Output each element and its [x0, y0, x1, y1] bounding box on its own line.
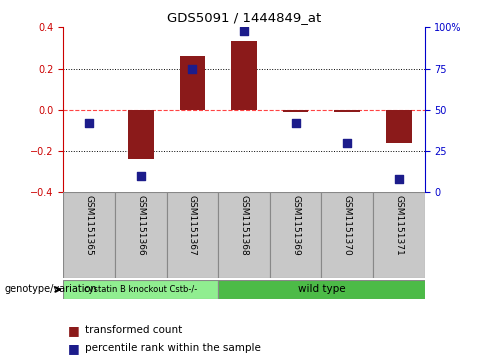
Text: GDS5091 / 1444849_at: GDS5091 / 1444849_at	[167, 11, 321, 24]
Bar	[180, 56, 205, 110]
Point	[188, 66, 196, 72]
Bar	[283, 110, 308, 112]
Text: GSM1151366: GSM1151366	[136, 195, 145, 256]
Text: ■: ■	[68, 324, 80, 337]
Point	[85, 120, 93, 126]
Text: GSM1151371: GSM1151371	[394, 195, 403, 256]
Text: wild type: wild type	[298, 285, 345, 294]
Bar	[218, 192, 270, 278]
Text: GSM1151370: GSM1151370	[343, 195, 352, 256]
Point	[395, 176, 403, 182]
Bar	[166, 192, 218, 278]
Text: GSM1151367: GSM1151367	[188, 195, 197, 256]
Point	[292, 120, 300, 126]
Text: GSM1151365: GSM1151365	[85, 195, 94, 256]
Bar	[218, 280, 425, 299]
Bar	[63, 192, 115, 278]
Bar	[115, 192, 166, 278]
Text: ■: ■	[68, 342, 80, 355]
Bar	[334, 110, 360, 112]
Point	[343, 140, 351, 146]
Bar	[373, 192, 425, 278]
Text: transformed count: transformed count	[85, 325, 183, 335]
Bar	[231, 41, 257, 110]
Bar	[270, 192, 322, 278]
Point	[240, 28, 248, 33]
Text: genotype/variation: genotype/variation	[5, 285, 98, 294]
Text: GSM1151369: GSM1151369	[291, 195, 300, 256]
Text: GSM1151368: GSM1151368	[240, 195, 248, 256]
Bar	[322, 192, 373, 278]
Point	[137, 173, 145, 179]
Bar	[128, 110, 154, 159]
Bar	[63, 280, 218, 299]
Text: cystatin B knockout Cstb-/-: cystatin B knockout Cstb-/-	[84, 285, 198, 294]
Text: percentile rank within the sample: percentile rank within the sample	[85, 343, 261, 354]
Bar	[386, 110, 412, 143]
